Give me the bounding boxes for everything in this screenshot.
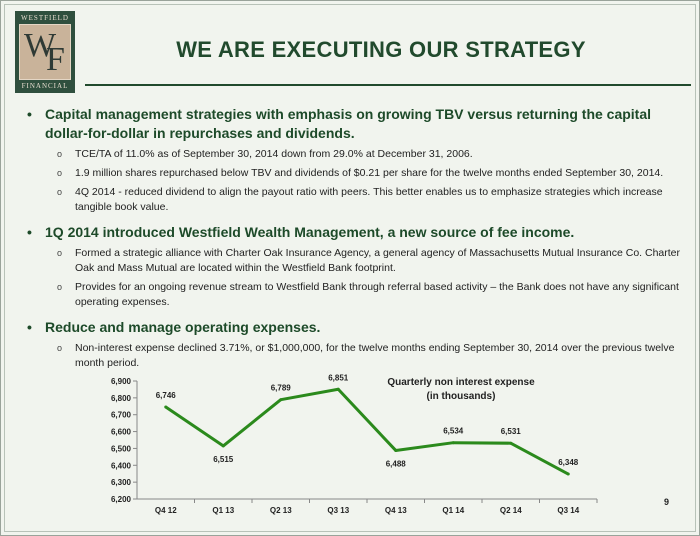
data-label: 6,488 — [386, 459, 407, 468]
sub-bullet-text: Provides for an ongoing revenue stream t… — [75, 281, 679, 308]
bullet-mark: • — [27, 319, 32, 335]
bullet-text: Capital management strategies with empha… — [45, 106, 652, 141]
chart-subtitle: (in thousands) — [427, 391, 496, 402]
data-label: 6,851 — [328, 373, 349, 382]
title-divider — [85, 84, 691, 86]
expense-line-chart: 6,200 6,300 6,400 6,500 6,600 6,700 6,800 6,900… — [91, 369, 611, 521]
data-label: 6,746 — [156, 391, 177, 400]
bullet-mark: • — [27, 224, 32, 240]
y-tick-label: 6,700 — [111, 411, 132, 420]
data-point — [509, 441, 513, 445]
bullet-text: 1Q 2014 introduced Westfield Wealth Mana… — [45, 224, 575, 240]
sub-bullet-text: Formed a strategic alliance with Charter… — [75, 247, 681, 274]
sub-bullet-mark: o — [57, 149, 63, 159]
x-tick-label: Q2 14 — [500, 506, 522, 515]
x-tick-label: Q1 13 — [212, 506, 234, 515]
data-point — [394, 448, 398, 452]
sub-bullet-mark: o — [57, 248, 63, 258]
sub-bullet-mark: o — [57, 187, 63, 197]
chart-marks — [164, 387, 570, 476]
x-tick-label: Q2 13 — [270, 506, 292, 515]
x-tick-label: Q3 13 — [327, 506, 349, 515]
logo-top-text: WESTFIELD — [21, 14, 69, 22]
x-tick-label: Q4 12 — [155, 506, 177, 515]
data-label: 6,531 — [501, 427, 522, 436]
chart-canvas: 6,200 6,300 6,400 6,500 6,600 6,700 6,800 6,900… — [111, 373, 598, 515]
sub-bullet-mark: o — [57, 282, 63, 292]
data-label: 6,515 — [213, 455, 234, 464]
bullet-operating-expenses: • Reduce and manage operating expenses. — [25, 318, 681, 337]
sub-bullet: o Provides for an ongoing revenue stream… — [25, 280, 681, 310]
logo-letter-w: W — [24, 27, 57, 64]
sub-bullet: o 1.9 million shares repurchased below T… — [25, 166, 681, 181]
x-tick-label: Q1 14 — [442, 506, 464, 515]
sub-bullet: o Formed a strategic alliance with Chart… — [25, 246, 681, 276]
bullet-wealth-management: • 1Q 2014 introduced Westfield Wealth Ma… — [25, 223, 681, 242]
sub-bullet-mark: o — [57, 168, 63, 178]
logo-letter-f: F — [46, 41, 65, 78]
logo-bottom-text: FINANCIAL — [21, 82, 69, 90]
series-line — [164, 387, 569, 476]
y-tick-label: 6,200 — [111, 495, 132, 504]
data-point — [164, 405, 168, 409]
data-point — [279, 398, 283, 402]
westfield-logo: WESTFIELD W F FINANCIAL — [15, 11, 75, 93]
y-tick-label: 6,600 — [111, 428, 132, 437]
bullet-mark: • — [27, 106, 32, 122]
sub-bullet-text: 1.9 million shares repurchased below TBV… — [75, 167, 664, 179]
chart-title: Quarterly non interest expense — [387, 377, 535, 388]
logo-monogram: W F — [19, 24, 71, 80]
sub-bullet: o TCE/TA of 11.0% as of September 30, 20… — [25, 147, 681, 162]
y-tick-label: 6,400 — [111, 461, 132, 470]
data-label: 6,534 — [443, 427, 464, 436]
sub-bullet-text: Non-interest expense declined 3.71%, or … — [75, 342, 675, 369]
data-point — [336, 387, 340, 391]
page-title: WE ARE EXECUTING OUR STRATEGY — [176, 37, 586, 62]
sub-bullet-text: 4Q 2014 - reduced dividend to align the … — [75, 186, 663, 213]
page-number: 9 — [663, 497, 669, 507]
bullet-capital-management: • Capital management strategies with emp… — [25, 105, 681, 143]
sub-bullet-mark: o — [57, 343, 63, 353]
y-tick-label: 6,800 — [111, 394, 132, 403]
bullet-text: Reduce and manage operating expenses. — [45, 319, 321, 335]
x-tick-label: Q3 14 — [557, 506, 579, 515]
data-label: 6,789 — [271, 384, 292, 393]
sub-bullet-text: TCE/TA of 11.0% as of September 30, 2014… — [75, 148, 473, 160]
sub-bullet: o Non-interest expense declined 3.71%, o… — [25, 341, 681, 371]
data-label: 6,348 — [558, 458, 579, 467]
y-tick-label: 6,900 — [111, 377, 132, 386]
x-tick-label: Q4 13 — [385, 506, 407, 515]
y-tick-label: 6,300 — [111, 478, 132, 487]
data-point — [451, 441, 455, 445]
chart-axes: 6,200 6,300 6,400 6,500 6,600 6,700 6,800 6,900… — [111, 377, 598, 515]
chart-labels: 6,746 6,515 6,789 6,851 6,488 6,534 6,531 6,348… — [156, 373, 579, 468]
sub-bullet: o 4Q 2014 - reduced dividend to align th… — [25, 185, 681, 215]
data-point — [221, 444, 225, 448]
data-point — [566, 472, 570, 476]
bullet-list: • Capital management strategies with emp… — [25, 105, 681, 371]
y-tick-label: 6,500 — [111, 444, 132, 453]
